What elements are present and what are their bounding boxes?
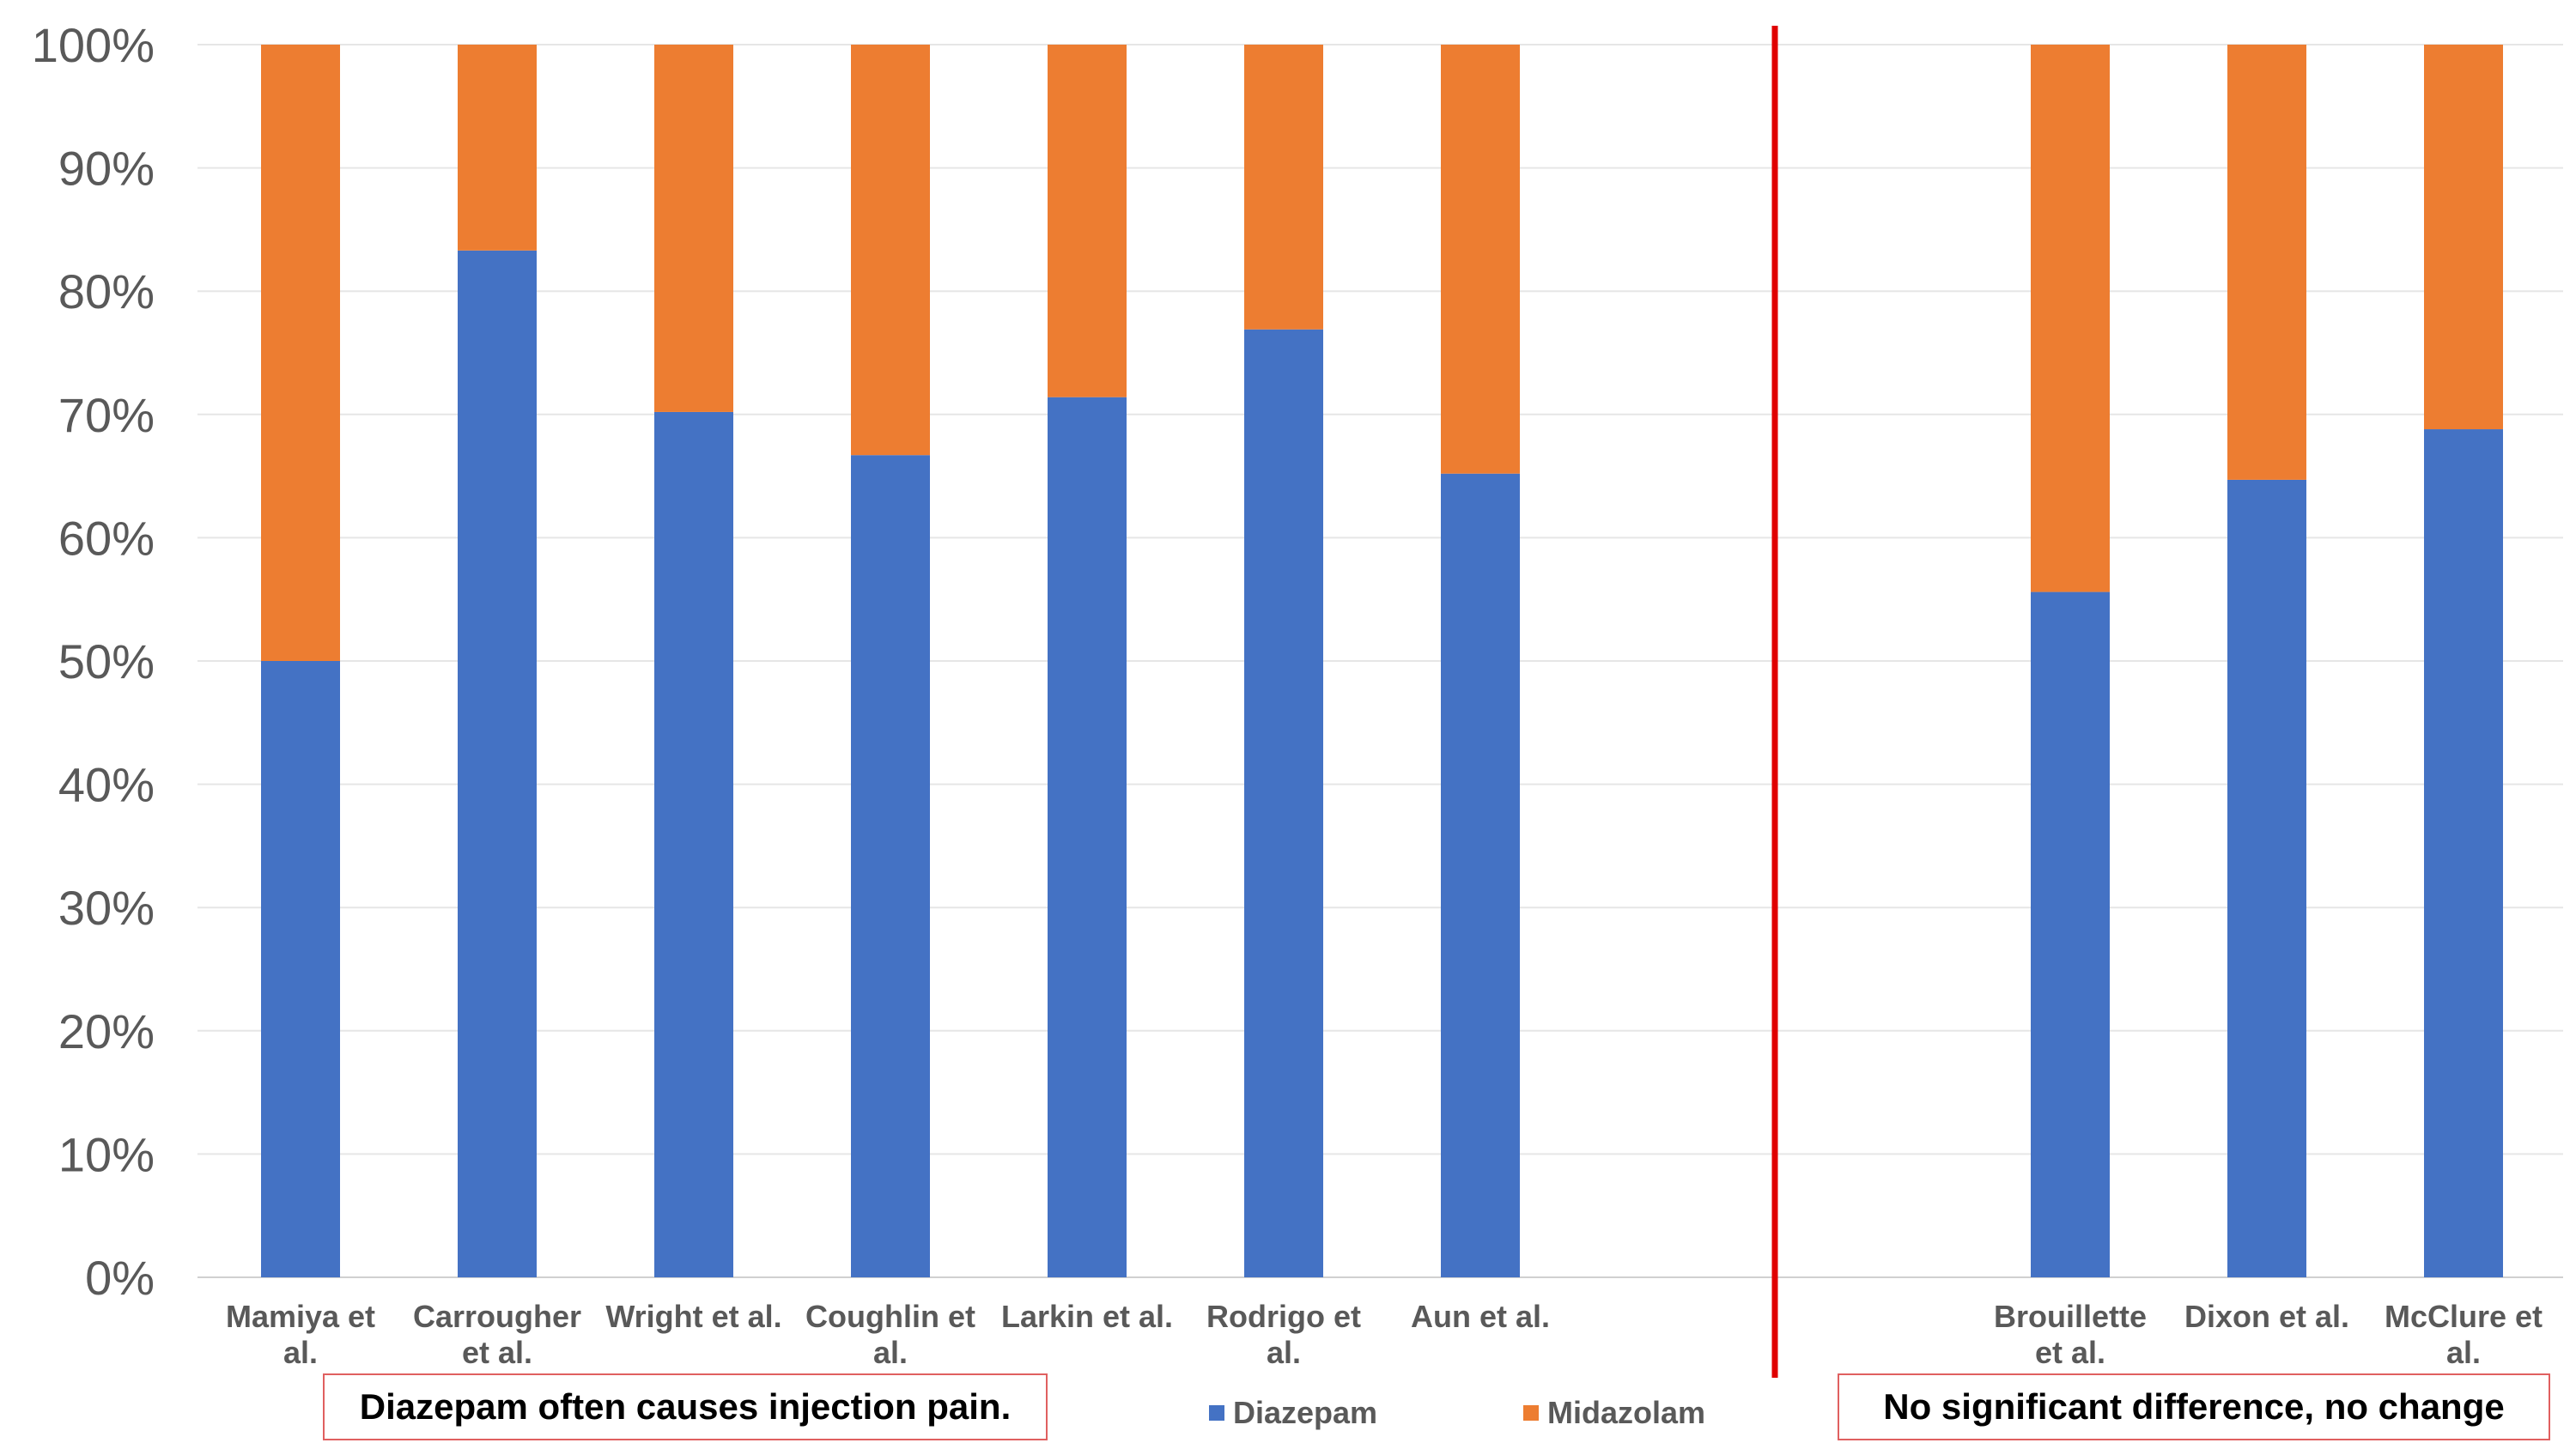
bar-diazepam <box>2031 591 2110 1277</box>
bar-diazepam <box>654 411 733 1278</box>
legend-item-diazepam: Diazepam <box>1209 1395 1377 1431</box>
x-tick-label: al. <box>283 1335 318 1370</box>
y-tick-label: 60% <box>58 511 155 565</box>
x-tick-label: Brouillette <box>1994 1299 2147 1334</box>
legend-swatch-midazolam <box>1523 1405 1539 1421</box>
x-tick-label: Coughlin et <box>805 1299 975 1334</box>
y-tick-label: 50% <box>58 634 155 688</box>
bar-midazolam <box>1048 45 1127 397</box>
x-tick-label: Dixon et al. <box>2184 1299 2349 1334</box>
legend-item-midazolam: Midazolam <box>1523 1395 1705 1431</box>
y-tick-label: 40% <box>58 758 155 812</box>
bar-diazepam <box>458 250 537 1277</box>
y-tick-label: 100% <box>32 18 155 72</box>
bar-diazepam <box>261 661 340 1277</box>
bar-midazolam <box>1244 45 1323 330</box>
bar-midazolam <box>458 45 537 251</box>
left-annotation-box: Diazepam often causes injection pain. <box>323 1373 1048 1440</box>
bars <box>261 45 2503 1278</box>
bar-diazepam <box>1048 397 1127 1277</box>
x-tick-label: et al. <box>2035 1335 2105 1370</box>
y-tick-label: 70% <box>58 388 155 442</box>
x-tick-label: al. <box>2446 1335 2481 1370</box>
bar-midazolam <box>2227 45 2306 480</box>
y-tick-label: 20% <box>58 1004 155 1058</box>
y-tick-label: 0% <box>85 1251 155 1305</box>
bar-midazolam <box>2031 45 2110 592</box>
bar-midazolam <box>261 45 340 661</box>
bar-diazepam <box>851 455 930 1277</box>
bar-midazolam <box>851 45 930 456</box>
bar-midazolam <box>1441 45 1520 474</box>
y-axis-ticks: 0% 10% 20% 30% 40% 50% 60% 70% 80% 90% 100% <box>32 18 155 1305</box>
right-annotation-box: No significant difference, no change <box>1838 1373 2550 1440</box>
y-tick-label: 80% <box>58 264 155 318</box>
x-tick-label: Mamiya et <box>226 1299 375 1334</box>
x-tick-label: Wright et al. <box>605 1299 781 1334</box>
bar-diazepam <box>1441 473 1520 1277</box>
bar-diazepam <box>2227 479 2306 1277</box>
x-tick-label: al. <box>873 1335 908 1370</box>
y-tick-label: 90% <box>58 142 155 196</box>
x-tick-label: Larkin et al. <box>1001 1299 1173 1334</box>
legend-label-midazolam: Midazolam <box>1547 1395 1706 1430</box>
x-tick-label: McClure et <box>2385 1299 2543 1334</box>
bar-midazolam <box>2424 45 2503 430</box>
bar-diazepam <box>2424 429 2503 1278</box>
x-tick-label: Rodrigo et <box>1206 1299 1361 1334</box>
y-tick-label: 30% <box>58 881 155 935</box>
bar-midazolam <box>654 45 733 412</box>
legend-swatch-diazepam <box>1209 1405 1224 1421</box>
legend-label-diazepam: Diazepam <box>1233 1395 1378 1430</box>
x-tick-label: al. <box>1267 1335 1301 1370</box>
x-tick-label: et al. <box>462 1335 532 1370</box>
gridlines <box>197 44 2563 1278</box>
x-tick-label: Carrougher <box>413 1299 581 1334</box>
y-tick-label: 10% <box>58 1127 155 1181</box>
bar-diazepam <box>1244 329 1323 1277</box>
x-tick-label: Aun et al. <box>1411 1299 1550 1334</box>
